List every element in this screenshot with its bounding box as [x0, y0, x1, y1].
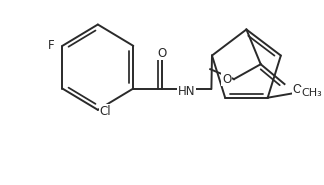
Text: HN: HN	[178, 85, 195, 98]
Text: O: O	[222, 73, 231, 86]
Text: F: F	[48, 39, 55, 52]
Text: O: O	[157, 47, 167, 60]
Text: O: O	[292, 83, 301, 95]
Text: Cl: Cl	[100, 105, 111, 118]
Text: CH₃: CH₃	[301, 88, 322, 98]
